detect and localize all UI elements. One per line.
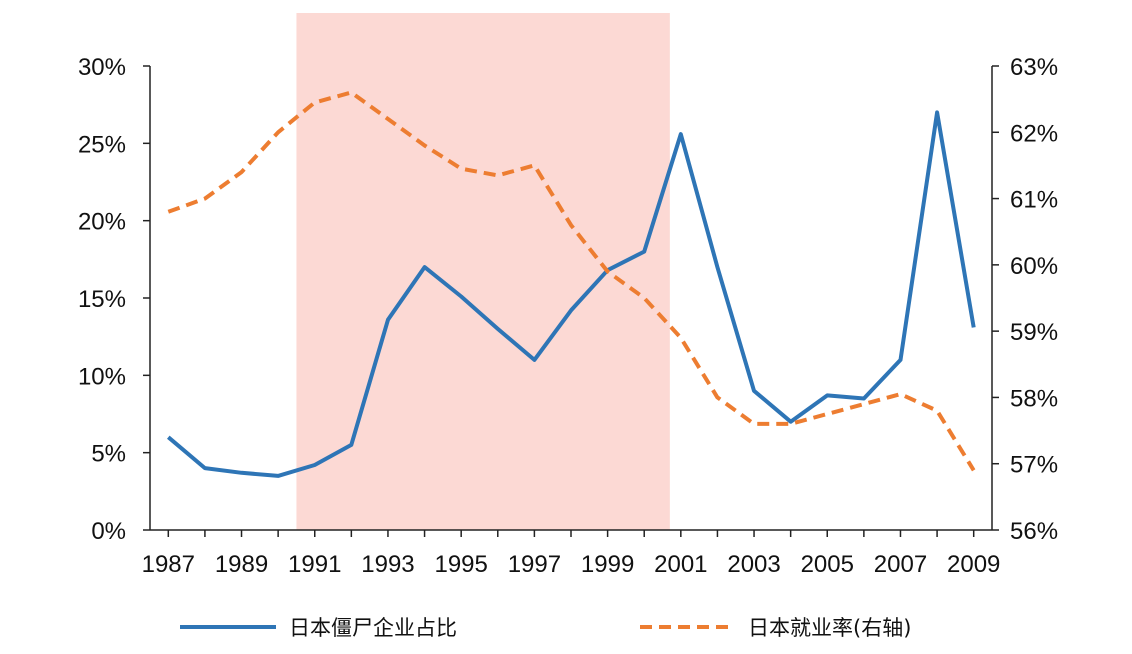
x-axis-tick-label: 2007	[874, 551, 927, 578]
shaded-region	[296, 13, 670, 530]
x-axis-tick-label: 1989	[215, 551, 268, 578]
x-axis-tick-label: 1991	[288, 551, 341, 578]
right-axis-tick-label: 58%	[1010, 385, 1058, 412]
right-axis-tick-label: 63%	[1010, 54, 1058, 81]
right-axis-tick-label: 62%	[1010, 120, 1058, 147]
left-axis-tick-label: 5%	[91, 441, 126, 468]
x-axis-tick-label: 2001	[654, 551, 707, 578]
left-axis-tick-label: 20%	[78, 209, 126, 236]
x-axis-tick-label: 1999	[581, 551, 634, 578]
x-axis-tick-label: 2005	[801, 551, 854, 578]
right-axis-tick-label: 56%	[1010, 518, 1058, 545]
x-axis-tick-label: 1987	[142, 551, 195, 578]
x-axis-tick-label: 1997	[508, 551, 561, 578]
left-axis-tick-label: 0%	[91, 518, 126, 545]
series-line-employment-rate	[167, 90, 976, 472]
legend-label-employment-rate: 日本就业率(右轴)	[748, 616, 911, 640]
right-axis-tick-label: 57%	[1010, 452, 1058, 479]
right-axis-tick-label: 59%	[1010, 319, 1058, 346]
x-axis-tick-label: 2003	[727, 551, 780, 578]
legend-label-zombie-share: 日本僵尸企业占比	[289, 616, 457, 640]
x-axis-tick-label: 2009	[947, 551, 1000, 578]
right-axis-tick-label: 60%	[1010, 253, 1058, 280]
series-lines	[167, 90, 976, 478]
left-axis-tick-label: 10%	[78, 363, 126, 390]
right-axis-tick-label: 61%	[1010, 187, 1058, 214]
series-line-zombie-share	[167, 110, 976, 478]
x-axis-tick-label: 1993	[361, 551, 414, 578]
left-axis-tick-label: 15%	[78, 286, 126, 313]
left-axis-tick-label: 30%	[78, 54, 126, 81]
left-axis-tick-label: 25%	[78, 131, 126, 158]
axes: 0% 5% 10% 15% 20% 25% 30% 56% 57% 58% 59% 60% 61% 62%…	[78, 54, 1058, 578]
legend: 日本僵尸企业占比 日本就业率(右轴)	[180, 616, 911, 640]
x-axis-tick-label: 1995	[434, 551, 487, 578]
